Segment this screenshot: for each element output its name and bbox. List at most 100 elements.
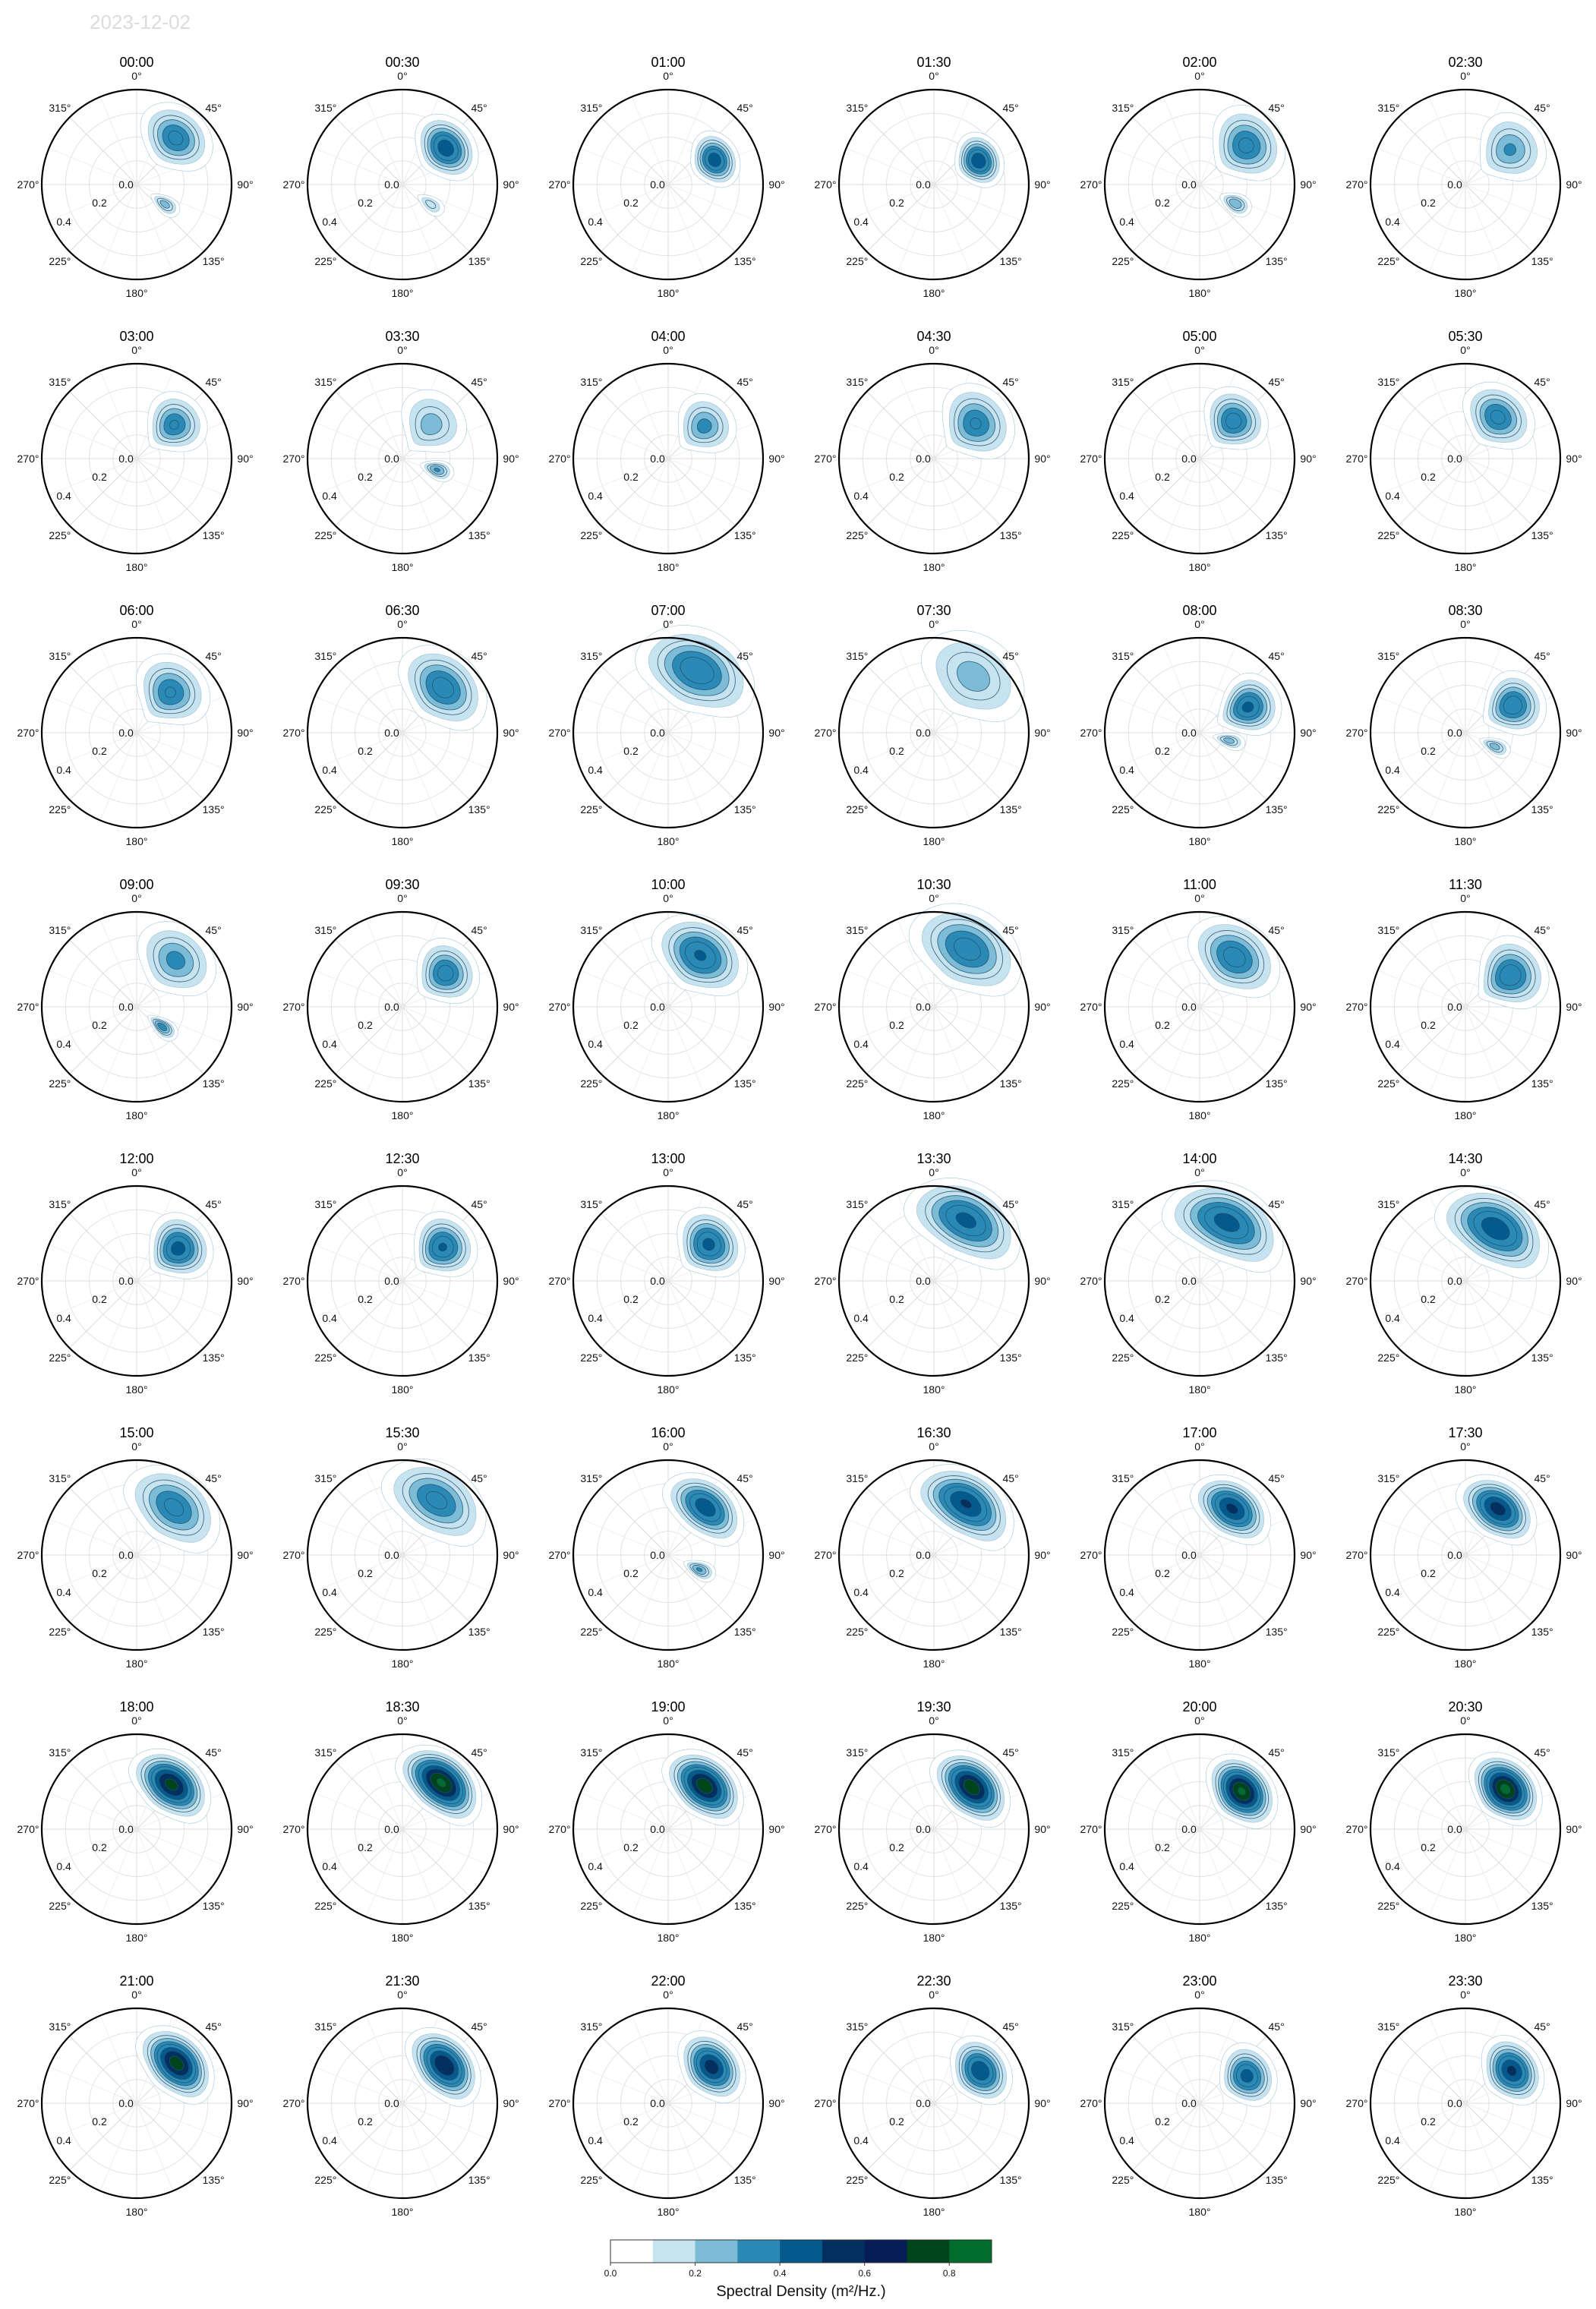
angular-gridline (1162, 1828, 1200, 1917)
angular-gridline (49, 2066, 137, 2104)
angular-gridline (1428, 1006, 1466, 1095)
angular-gridline (335, 1280, 403, 1348)
angular-gridline (1162, 732, 1200, 821)
colorbar-label: Spectral Density (m²/Hz.) (716, 2283, 885, 2300)
angular-gridline (69, 1554, 137, 1623)
angular-gridline (69, 1213, 137, 1282)
direction-tick-label: 0° (1460, 70, 1470, 82)
direction-tick-label: 90° (1034, 178, 1050, 191)
polar-frame (1369, 1184, 1562, 1377)
angular-gridline (314, 1554, 403, 1592)
panel-title: 17:30 (1448, 1425, 1482, 1440)
angular-gridline (136, 458, 174, 547)
direction-tick-label: 270° (549, 1275, 571, 1287)
polar-frame (1369, 2007, 1562, 2200)
radial-tick-label: 0.0 (1447, 1823, 1462, 1835)
angular-gridline (1465, 1828, 1553, 1866)
direction-tick-label: 0° (1460, 1714, 1470, 1727)
polar-panel: 23:300° 45° 90° 135° 180° 225° 270° 315° 0.0 0.2 0… (1346, 1973, 1582, 2218)
direction-tick-label: 270° (549, 727, 571, 739)
direction-tick-label: 315° (49, 650, 71, 662)
direction-tick-label: 225° (1377, 1900, 1399, 1912)
radial-tick-label: 0.4 (322, 1312, 337, 1324)
direction-tick-label: 90° (1566, 727, 1582, 739)
direction-tick-label: 90° (503, 2097, 519, 2109)
radial-tick-label: 0.2 (1155, 1293, 1170, 1305)
angular-gridline (866, 1280, 935, 1348)
direction-tick-label: 225° (580, 529, 602, 541)
direction-tick-label: 90° (237, 1823, 253, 1835)
direction-tick-label: 45° (472, 2020, 487, 2033)
polar-panel: 06:300° 45° 90° 135° 180° 225° 270° 315° 0.0 0.2 0… (283, 603, 519, 847)
angular-gridline (136, 2102, 174, 2191)
angular-gridline (631, 919, 669, 1008)
direction-tick-label: 315° (1112, 1198, 1134, 1210)
direction-tick-label: 135° (1000, 255, 1022, 267)
spectral-contour (166, 951, 186, 970)
spectral-contour (702, 1238, 715, 1251)
direction-tick-label: 90° (503, 1001, 519, 1013)
radial-tick-label: 0.4 (56, 2134, 71, 2147)
angular-gridline (365, 2102, 403, 2191)
angular-gridline (631, 2015, 669, 2104)
angular-gridline (402, 732, 440, 821)
direction-tick-label: 90° (1566, 2097, 1582, 2109)
angular-gridline (1465, 1280, 1553, 1318)
angular-gridline (897, 2015, 935, 2104)
angular-gridline (335, 1487, 403, 1556)
angular-gridline (1428, 645, 1466, 733)
polar-panel: 02:300° 45° 90° 135° 180° 225° 270° 315° 0.0 0.2 0… (1346, 55, 1582, 299)
direction-tick-label: 0° (663, 1714, 673, 1727)
panel-title: 08:30 (1448, 603, 1482, 618)
direction-tick-label: 135° (1266, 1900, 1288, 1912)
radial-tick-label: 0.2 (1421, 2115, 1436, 2128)
radial-tick-label: 0.4 (322, 1038, 337, 1050)
angular-gridline (1465, 645, 1503, 733)
angular-gridline (1132, 939, 1200, 1008)
angular-gridline (365, 919, 403, 1008)
panel-title: 18:30 (385, 1699, 419, 1714)
angular-gridline (897, 458, 935, 547)
angular-gridline (866, 1487, 935, 1556)
direction-tick-label: 180° (1455, 1658, 1477, 1670)
direction-tick-label: 270° (1080, 178, 1102, 191)
angular-gridline (1199, 1006, 1288, 1044)
colorbar-segment (695, 2240, 738, 2263)
direction-tick-label: 225° (846, 529, 868, 541)
angular-gridline (99, 2102, 137, 2191)
radial-tick-label: 0.4 (588, 764, 603, 776)
polar-panel: 21:300° 45° 90° 135° 180° 225° 270° 315° 0.0 0.2 0… (283, 1973, 519, 2218)
direction-tick-label: 270° (1080, 727, 1102, 739)
radial-tick-label: 0.2 (623, 1841, 639, 1853)
radial-tick-label: 0.2 (1421, 197, 1436, 209)
spectral-contour (695, 1777, 713, 1794)
angular-gridline (1377, 1828, 1466, 1866)
panel-title: 15:30 (385, 1425, 419, 1440)
radial-tick-label: 0.0 (1181, 1549, 1197, 1561)
direction-tick-label: 315° (1112, 1472, 1134, 1484)
angular-gridline (667, 1280, 736, 1348)
polar-frame (1369, 88, 1562, 281)
direction-tick-label: 270° (1080, 1001, 1102, 1013)
radial-tick-label: 0.4 (56, 1586, 71, 1598)
direction-tick-label: 270° (283, 1001, 305, 1013)
angular-gridline (314, 1792, 403, 1830)
angular-gridline (580, 147, 669, 185)
direction-tick-label: 0° (663, 70, 673, 82)
direction-tick-label: 0° (929, 618, 938, 630)
angular-gridline (69, 665, 137, 733)
spectral-contour (1225, 412, 1242, 430)
radial-tick-label: 0.0 (1181, 1823, 1197, 1835)
angular-gridline (136, 458, 204, 526)
direction-tick-label: 225° (49, 255, 71, 267)
radial-tick-label: 0.4 (1119, 1038, 1134, 1050)
angular-gridline (667, 2102, 736, 2171)
angular-gridline (365, 1467, 403, 1556)
angular-gridline (580, 2102, 669, 2140)
angular-gridline (1162, 2015, 1200, 2104)
angular-gridline (136, 1554, 225, 1592)
angular-gridline (402, 1828, 470, 1897)
direction-tick-label: 225° (1112, 2174, 1134, 2186)
radial-tick-label: 0.2 (92, 2115, 107, 2128)
